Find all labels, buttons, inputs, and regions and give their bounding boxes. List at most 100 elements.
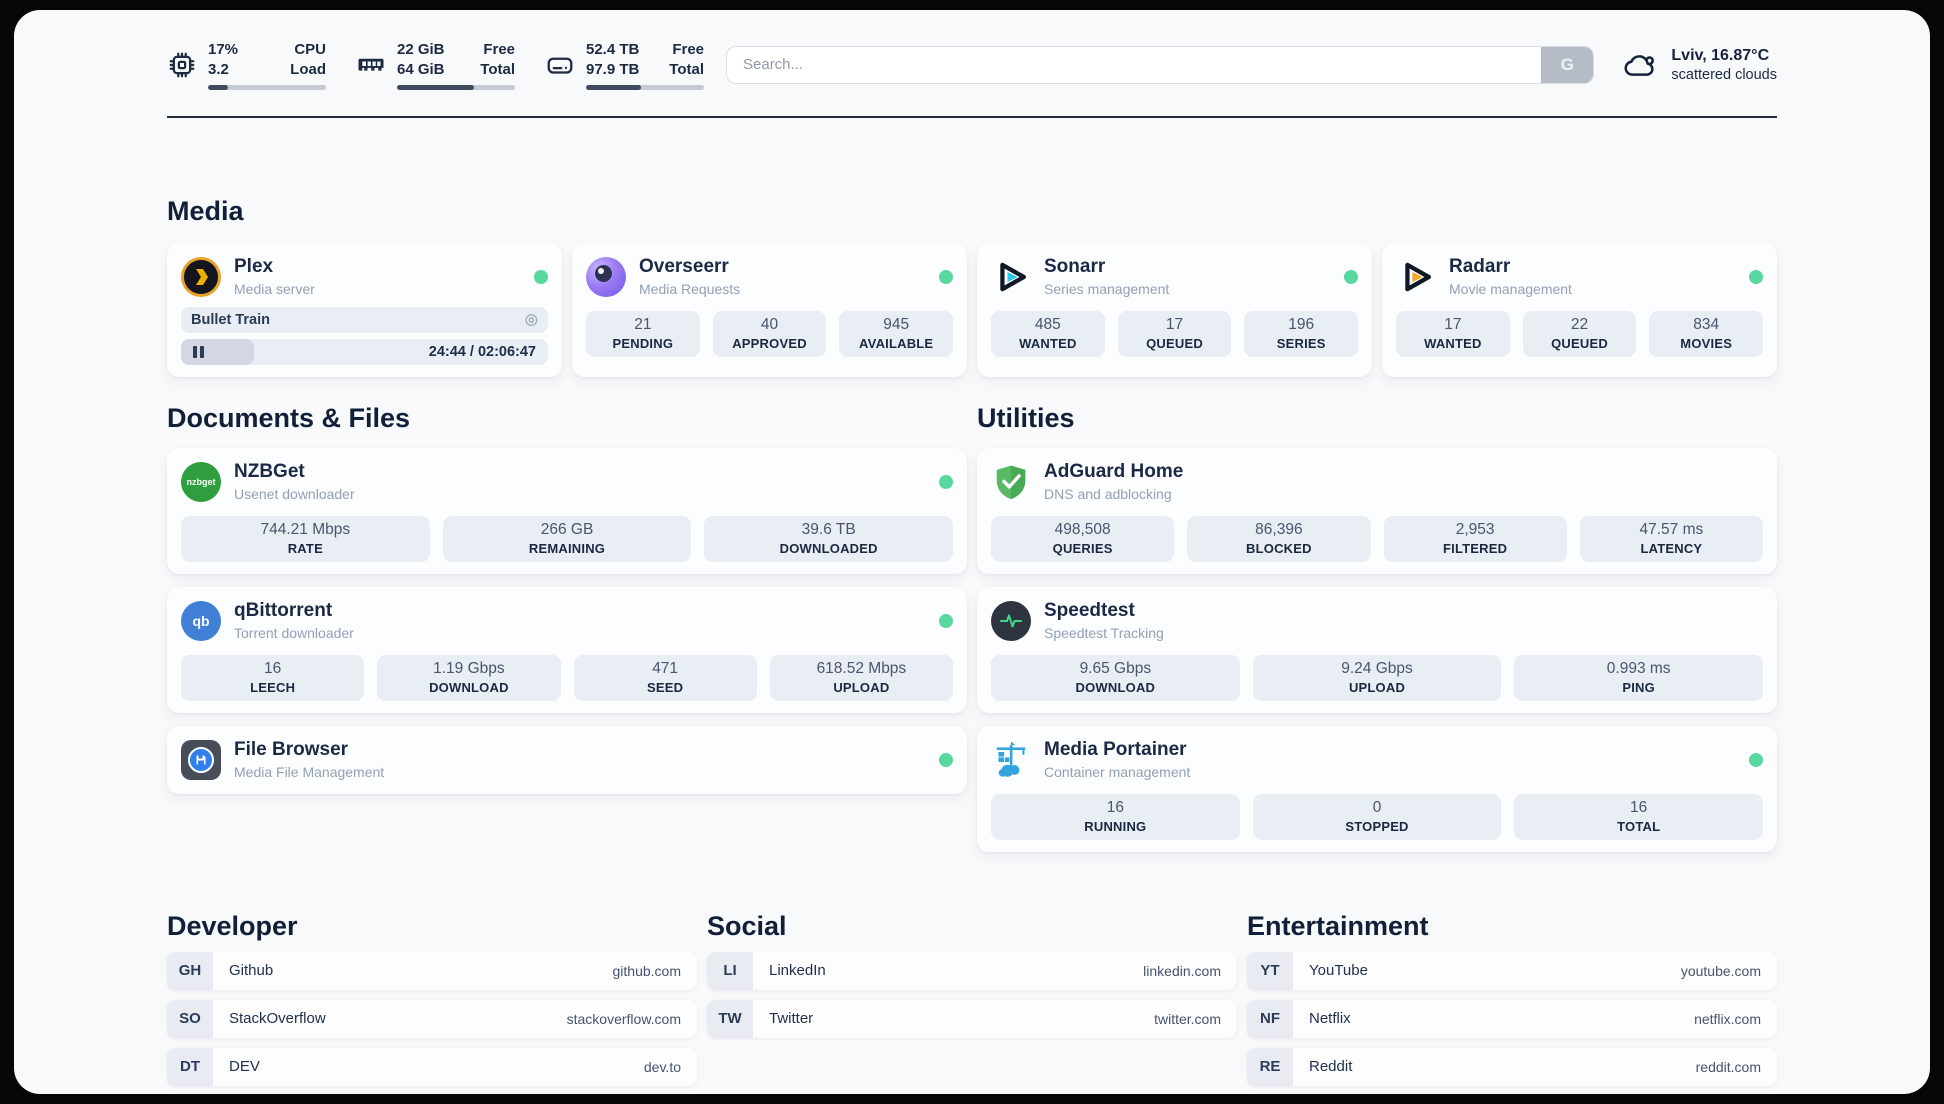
app-title-portainer: Media Portainer [1044,738,1187,760]
app-title-filebrowser: File Browser [234,738,349,760]
link-row-twitter[interactable]: TW Twitter twitter.com [707,999,1237,1038]
link-row-linkedin[interactable]: LI LinkedIn linkedin.com [707,951,1237,990]
app-card-portainer[interactable]: Media Portainer Container management 16 … [977,725,1777,852]
stat-tile: 2,953 FILTERED [1383,515,1567,562]
link-row-reddit[interactable]: RE Reddit reddit.com [1247,1047,1777,1086]
stat-value: 485 [1034,316,1061,334]
stat-label: APPROVED [732,336,807,352]
link-row-dev[interactable]: DT DEV dev.to [167,1047,697,1086]
app-title-overseerr: Overseerr [639,255,729,277]
app-card-qbittorrent[interactable]: qb qBittorrent Torrent downloader 16 LEE… [167,586,967,713]
plex-playback-time: 24:44 / 02:06:47 [428,343,536,360]
app-card-radarr[interactable]: Radarr Movie management 17 WANTED 22 QUE… [1382,242,1777,377]
app-card-speedtest[interactable]: Speedtest Speedtest Tracking 9.65 Gbps D… [977,586,1777,713]
app-subtitle-portainer: Container management [1044,763,1191,780]
app-card-sonarr[interactable]: Sonarr Series management 485 WANTED 17 Q… [977,242,1372,377]
stat-tile: 1.19 Gbps DOWNLOAD [377,654,561,701]
stat-value: 945 [883,316,910,334]
app-subtitle-filebrowser: Media File Management [234,763,385,780]
nzbget-icon: nzbget [181,461,221,502]
memory-progress-bar [397,84,515,90]
memory-label-1: Free [483,41,515,58]
app-title-plex: Plex [234,255,274,277]
stat-tile: 485 WANTED [991,310,1105,357]
stat-tile: 39.6 TB DOWNLOADED [704,515,954,562]
disk-icon [547,57,573,74]
section-title-developer: Developer [167,910,298,941]
weather-widget[interactable]: Lviv, 16.87°C scattered clouds [1622,47,1777,83]
link-url: linkedin.com [1143,962,1221,979]
app-card-nzbget[interactable]: nzbget NZBGet Usenet downloader 744.21 M… [167,447,967,574]
status-dot-overseerr [939,269,953,284]
stat-tile: 9.65 Gbps DOWNLOAD [991,654,1240,701]
stat-label: SEED [647,680,684,696]
stat-label: STOPPED [1345,819,1409,835]
stat-tile: 40 APPROVED [712,310,827,357]
search-input[interactable] [727,46,1542,83]
portainer-icon [991,740,1031,780]
dashboard-page: 17% 3.2 CPU Load [14,10,1930,1094]
cloud-icon [1624,54,1655,76]
stat-label: UPLOAD [1348,680,1406,696]
disk-progress-fill [586,84,642,90]
stat-label: SERIES [1276,336,1326,352]
pause-icon [193,345,204,358]
memory-stat: 22 GiB 64 GiB Free Total [356,40,515,90]
link-badge: NF [1247,999,1293,1038]
link-url: stackoverflow.com [566,1010,681,1027]
memory-progress-fill [397,84,474,90]
stat-value: 0.993 ms [1606,660,1671,678]
app-card-filebrowser[interactable]: File Browser Media File Management [167,725,967,794]
stat-value: 266 GB [540,521,594,539]
stat-value: 9.65 Gbps [1079,660,1152,678]
link-badge: LI [707,951,753,990]
link-name: Github [229,962,274,980]
app-title-radarr: Radarr [1449,255,1511,277]
link-badge: GH [167,951,213,990]
link-row-netflix[interactable]: NF Netflix netflix.com [1247,999,1777,1038]
memory-label-2: Total [480,60,515,78]
link-badge: RE [1247,1047,1293,1086]
status-dot-nzbget [939,474,953,489]
plex-playback-progress: 24:44 / 02:06:47 [181,338,548,365]
stat-tile: 17 QUEUED [1117,310,1232,357]
stat-tile: 498,508 QUERIES [991,515,1175,562]
stat-value: 22 [1570,316,1589,334]
memory-total-value: 64 GiB [397,60,445,78]
stat-tile: 22 QUEUED [1522,310,1637,357]
stat-label: TOTAL [1617,819,1661,835]
disk-free-value: 52.4 TB [586,41,640,58]
link-name: StackOverflow [229,1010,326,1028]
stat-label: WANTED [1424,336,1482,352]
app-subtitle-qbittorrent: Torrent downloader [234,624,354,641]
header-divider [167,115,1777,118]
nzbget-icon-text: nzbget [186,476,216,487]
status-dot-sonarr [1344,269,1358,284]
stat-label: DOWNLOAD [1075,680,1156,696]
stat-label: MOVIES [1680,336,1733,352]
filebrowser-icon [181,739,221,780]
link-row-github[interactable]: GH Github github.com [167,951,697,990]
cpu-progress-fill [208,84,229,90]
link-row-youtube[interactable]: YT YouTube youtube.com [1247,951,1777,990]
status-dot-portainer [1749,752,1763,767]
stat-label: LEECH [250,680,296,696]
stat-label: DOWNLOADED [779,541,878,557]
stat-tile: 47.57 ms LATENCY [1579,515,1763,562]
app-card-plex[interactable]: Plex Media server Bullet Train ◎ 24:44 /… [167,242,562,377]
plex-progress-fill [181,338,255,365]
section-title-entertainment: Entertainment [1247,910,1429,941]
search-go-button[interactable]: G [1541,46,1594,83]
plex-now-playing-row[interactable]: Bullet Train ◎ [181,306,548,333]
app-card-overseerr[interactable]: Overseerr Media Requests 21 PENDING 40 A… [572,242,967,377]
link-badge: SO [167,999,213,1038]
stat-tile: 834 MOVIES [1649,310,1764,357]
link-name: DEV [229,1058,260,1076]
link-row-stackoverflow[interactable]: SO StackOverflow stackoverflow.com [167,999,697,1038]
stat-tile: 0.993 ms PING [1514,654,1764,701]
status-dot-filebrowser [939,752,953,767]
app-card-adguard[interactable]: AdGuard Home DNS and adblocking 498,508 … [977,447,1777,574]
stat-value: 86,396 [1255,521,1303,539]
section-title-media: Media [167,195,244,226]
link-name: LinkedIn [769,962,826,980]
